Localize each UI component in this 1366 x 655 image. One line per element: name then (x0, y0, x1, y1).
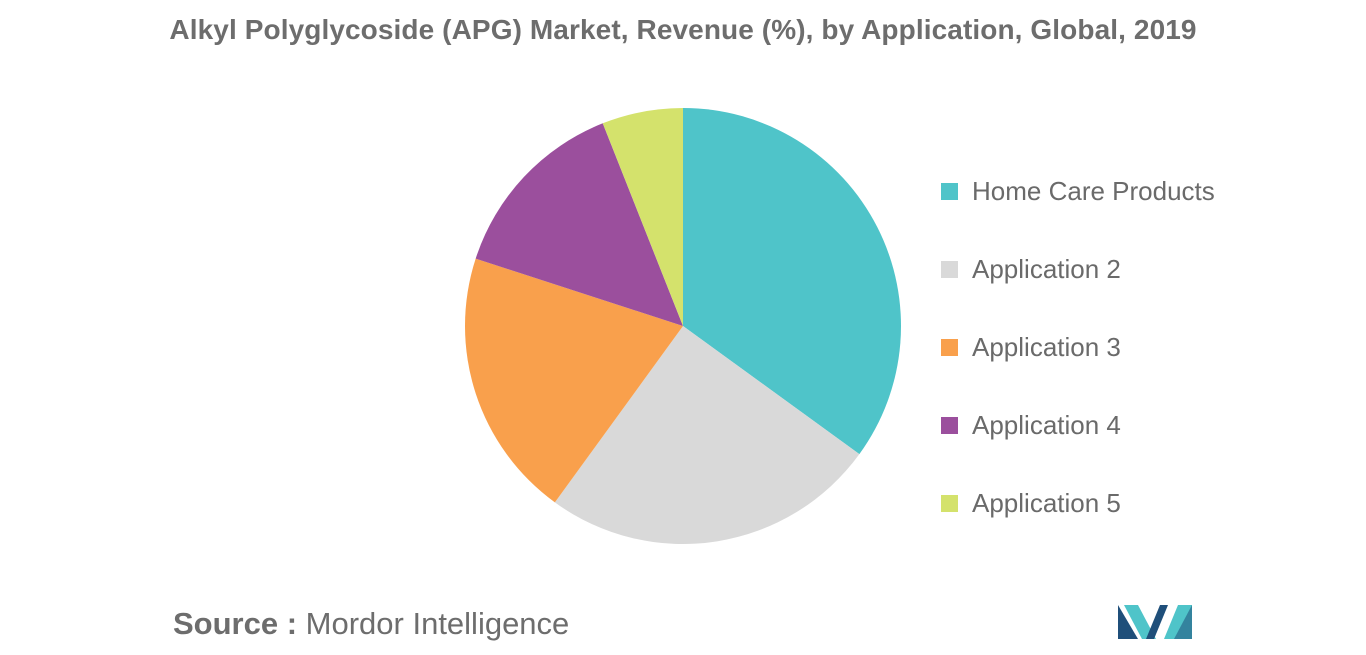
source-prefix: Source : (173, 606, 298, 641)
legend-item: Home Care Products (941, 152, 1215, 230)
legend-item: Application 3 (941, 308, 1215, 386)
pie-slice-3 (464, 258, 683, 503)
legend-swatch (941, 338, 958, 356)
pie-slice-4 (475, 123, 683, 327)
legend-item: Application 5 (941, 464, 1215, 542)
pie-slice-2 (554, 326, 860, 544)
legend-item: Application 2 (941, 230, 1215, 308)
pie-slice-1 (683, 108, 902, 455)
legend-swatch (941, 260, 958, 278)
mordor-intelligence-logo-icon (1118, 605, 1192, 639)
legend-item: Application 4 (941, 386, 1215, 464)
legend-swatch (941, 182, 958, 200)
chart-title: Alkyl Polyglycoside (APG) Market, Revenu… (169, 14, 1197, 45)
legend-swatch (941, 416, 958, 434)
source-value: Mordor Intelligence (305, 606, 570, 641)
pie-slice-5 (602, 108, 683, 326)
legend-label: Home Care Products (972, 175, 1215, 206)
legend: Home Care Products Application 2 Applicati… (941, 152, 1215, 542)
legend-label: Application 5 (972, 487, 1121, 518)
source-note: Source : Mordor Intelligence (173, 606, 569, 642)
legend-swatch (941, 494, 958, 512)
legend-label: Application 2 (972, 253, 1121, 284)
legend-label: Application 4 (972, 409, 1121, 440)
legend-label: Application 3 (972, 331, 1121, 362)
